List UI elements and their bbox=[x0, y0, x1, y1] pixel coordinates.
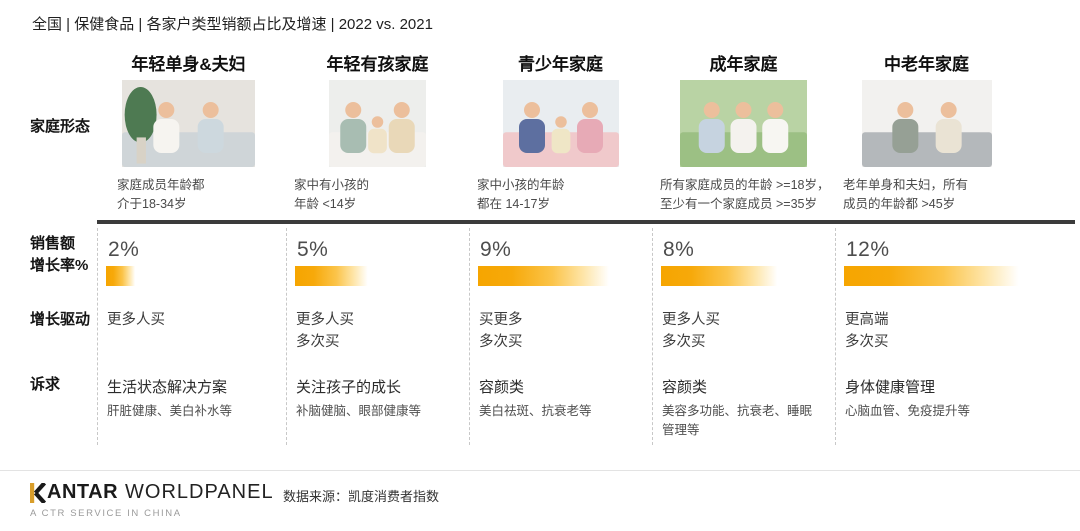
family-photo bbox=[835, 80, 1018, 176]
family-photo bbox=[286, 80, 469, 176]
appeal-sub: 补脑健脑、眼部健康等 bbox=[296, 404, 422, 418]
column-header: 成年家庭 bbox=[709, 55, 778, 74]
appeals-block: 容颜类美容多功能、抗衰老、睡眠管理等 bbox=[662, 376, 823, 440]
appeal-sub: 美白祛斑、抗衰老等 bbox=[479, 404, 592, 418]
logo-wordmark: ANTAR WORLDPANEL bbox=[30, 481, 274, 504]
appeal-main: 容颜类 bbox=[479, 379, 525, 396]
row-label-sales-line2: 增长率% bbox=[30, 256, 89, 274]
column-metrics: 9% 买更多 多次买容颜类美白祛斑、抗衰老等 bbox=[469, 228, 652, 445]
family-photo bbox=[469, 80, 652, 176]
logo-suffix-text: WORLDPANEL bbox=[125, 481, 274, 503]
row-label-sales-growth: 销售额 增长率% bbox=[30, 233, 88, 277]
appeal-sub: 肝脏健康、美白补水等 bbox=[107, 404, 233, 418]
column-metrics: 5% 更多人买 多次买关注孩子的成长补脑健脑、眼部健康等 bbox=[286, 228, 469, 445]
growth-rate-bar bbox=[844, 266, 1024, 286]
growth-rate-value: 9% bbox=[480, 238, 512, 261]
family-definition: 所有家庭成员的年龄 >=18岁， 至少有一个家庭成员 >=35岁 bbox=[660, 178, 830, 211]
column-metrics: 8% 更多人买 多次买容颜类美容多功能、抗衰老、睡眠管理等 bbox=[652, 228, 835, 445]
column-header: 青少年家庭 bbox=[518, 55, 603, 74]
appeals-block: 容颜类美白祛斑、抗衰老等 bbox=[479, 376, 640, 421]
footer-divider bbox=[0, 470, 1080, 471]
family-photo bbox=[652, 80, 835, 176]
appeal-sub: 心脑血管、免疫提升等 bbox=[845, 404, 971, 418]
page-title: 全国 | 保健食品 | 各家户类型销额占比及增速 | 2022 vs. 2021 bbox=[32, 16, 433, 33]
family-type-column: 青少年家庭家中小孩的年龄 都在 14-17岁 9% 买更多 多次买容颜类美白祛斑、抗… bbox=[469, 50, 652, 445]
growth-rate-value: 2% bbox=[108, 238, 140, 261]
column-metrics: 2% 更多人买生活状态解决方案 肝脏健康、美白补水等 bbox=[97, 228, 286, 445]
growth-drivers: 更高端 多次买 bbox=[845, 312, 889, 350]
family-photo bbox=[97, 80, 280, 176]
growth-drivers: 买更多 多次买 bbox=[479, 312, 523, 350]
row-label-sales-line1: 销售额 bbox=[30, 235, 76, 252]
appeal-main: 关注孩子的成长 bbox=[296, 379, 402, 396]
appeals-block: 生活状态解决方案 肝脏健康、美白补水等 bbox=[107, 376, 274, 421]
family-definition: 家中小孩的年龄 都在 14-17岁 bbox=[477, 178, 565, 211]
kantar-logo: ANTAR WORLDPANEL A CTR SERVICE IN CHINA bbox=[30, 481, 274, 519]
column-header: 中老年家庭 bbox=[884, 55, 969, 74]
young-couple-on-sofa-with-plant-image bbox=[122, 80, 255, 167]
family-type-column: 中老年家庭老年单身和夫妇，所有 成员的年龄都 >45岁 12% 更高端 多次买身体健… bbox=[835, 50, 1080, 445]
column-header: 年轻有孩家庭 bbox=[326, 55, 429, 74]
family-definition: 老年单身和夫妇，所有 成员的年龄都 >45岁 bbox=[843, 178, 969, 211]
appeals-block: 身体健康管理心脑血管、免疫提升等 bbox=[845, 376, 1068, 421]
column-header: 年轻单身&夫妇 bbox=[131, 55, 246, 74]
appeal-main: 容颜类 bbox=[662, 379, 708, 396]
growth-rate-value: 5% bbox=[297, 238, 329, 261]
growth-rate-bar bbox=[295, 266, 370, 286]
growth-rate-bar bbox=[106, 266, 136, 286]
appeal-main: 身体健康管理 bbox=[845, 379, 936, 396]
growth-drivers: 更多人买 bbox=[107, 312, 165, 328]
data-source-note: 数据来源：凯度消费者指数 bbox=[283, 489, 440, 504]
family-type-column: 年轻单身&夫妇家庭成员年龄都 介于18-34岁 2% 更多人买生活状态解决方案 肝脏健… bbox=[97, 50, 286, 445]
growth-rate-bar bbox=[661, 266, 781, 286]
section-divider bbox=[97, 220, 1075, 224]
appeals-block: 关注孩子的成长补脑健脑、眼部健康等 bbox=[296, 376, 457, 421]
growth-drivers: 更多人买 多次买 bbox=[662, 312, 720, 350]
appeal-main: 生活状态解决方案 bbox=[107, 379, 228, 396]
family-type-column: 成年家庭所有家庭成员的年龄 >=18岁， 至少有一个家庭成员 >=35岁 8% 更多… bbox=[652, 50, 835, 445]
parents-and-child-in-kitchen-image bbox=[329, 80, 426, 167]
columns-grid: 年轻单身&夫妇家庭成员年龄都 介于18-34岁 2% 更多人买生活状态解决方案 肝脏健… bbox=[97, 50, 1080, 445]
adult-family-outdoors-on-grass-image bbox=[680, 80, 807, 167]
family-type-column: 年轻有孩家庭家中有小孩的 年龄 <14岁 5% 更多人买 多次买关注孩子的成长补脑健… bbox=[286, 50, 469, 445]
logo-brand-text: ANTAR bbox=[47, 481, 119, 503]
growth-rate-value: 12% bbox=[846, 238, 890, 261]
kantar-k-icon bbox=[30, 482, 46, 503]
growth-drivers: 更多人买 多次买 bbox=[296, 312, 354, 350]
column-metrics: 12% 更高端 多次买身体健康管理心脑血管、免疫提升等 bbox=[835, 228, 1080, 445]
family-definition: 家庭成员年龄都 介于18-34岁 bbox=[117, 178, 205, 211]
family-definition: 家中有小孩的 年龄 <14岁 bbox=[294, 178, 370, 211]
appeal-sub: 美容多功能、抗衰老、睡眠管理等 bbox=[662, 404, 813, 437]
elderly-couple-on-gray-sofa-image bbox=[861, 80, 992, 167]
row-label-growth-driver: 增长驱动 bbox=[30, 311, 91, 328]
row-label-appeal: 诉求 bbox=[30, 376, 61, 393]
row-label-family-type: 家庭形态 bbox=[30, 118, 91, 135]
logo-tagline: A CTR SERVICE IN CHINA bbox=[30, 508, 182, 519]
growth-rate-bar bbox=[478, 266, 613, 286]
growth-rate-value: 8% bbox=[663, 238, 695, 261]
family-with-teen-on-pink-sofa-image bbox=[502, 80, 619, 167]
